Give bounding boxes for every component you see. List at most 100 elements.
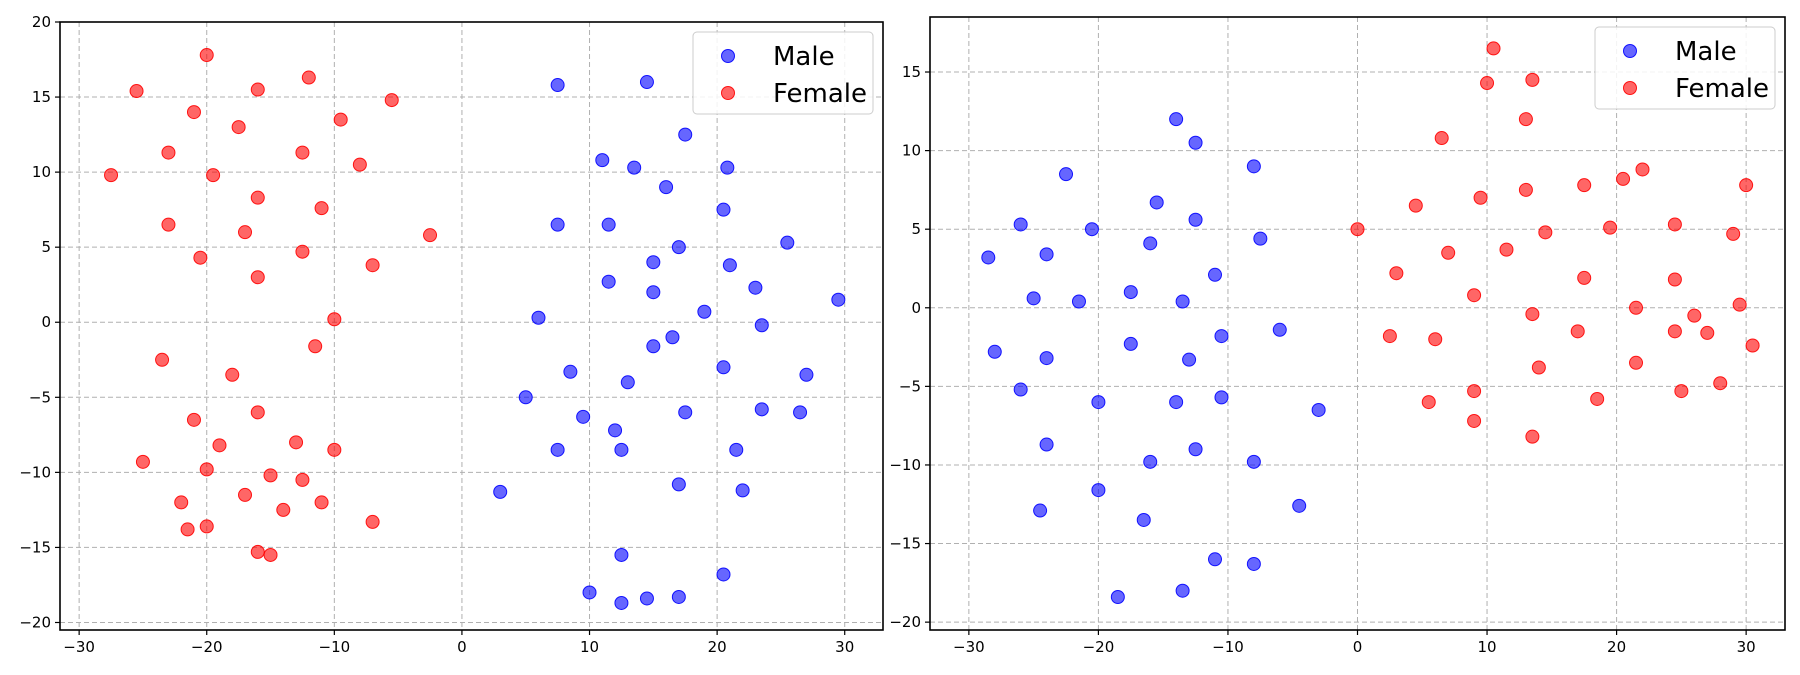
data-point (295, 244, 310, 259)
data-point (1739, 178, 1754, 193)
data-point (1175, 583, 1190, 598)
data-point (595, 153, 610, 168)
data-point (722, 258, 737, 273)
data-point (1389, 266, 1404, 281)
data-point (1292, 498, 1307, 513)
data-point (225, 367, 240, 382)
data-point (748, 280, 763, 295)
data-point (1091, 395, 1106, 410)
data-point (1577, 178, 1592, 193)
data-point (1726, 226, 1741, 241)
x-tick-label: 0 (1353, 638, 1363, 656)
data-point (104, 168, 119, 183)
data-point (620, 375, 635, 390)
data-point (1039, 437, 1054, 452)
x-tick-label: −20 (1083, 638, 1115, 656)
y-tick-label: 15 (32, 88, 51, 106)
data-point (1732, 297, 1747, 312)
data-point (289, 435, 304, 450)
data-point (601, 274, 616, 289)
data-point (799, 367, 814, 382)
data-point (1188, 212, 1203, 227)
data-point (1713, 376, 1728, 391)
data-point (1518, 182, 1533, 197)
data-point (1143, 454, 1158, 469)
x-tick-label: 20 (708, 638, 727, 656)
legend-label-male: Male (773, 42, 835, 72)
data-point (550, 442, 565, 457)
y-tick-label: 20 (32, 13, 51, 31)
data-point (1531, 360, 1546, 375)
data-point (1182, 352, 1197, 367)
legend-marker-female (1623, 81, 1637, 95)
y-tick-label: −5 (29, 388, 51, 406)
data-point (659, 180, 674, 195)
series-female (104, 48, 438, 562)
data-point (295, 472, 310, 487)
data-point (614, 442, 629, 457)
x-tick-label: −10 (1212, 638, 1244, 656)
data-point (1188, 135, 1203, 150)
data-point (1026, 291, 1041, 306)
data-point (754, 318, 769, 333)
data-point (1208, 552, 1222, 567)
data-point (365, 258, 380, 273)
data-point (614, 547, 629, 562)
data-point (1518, 112, 1533, 127)
legend-box (1594, 26, 1776, 110)
y-tick-label: −10 (19, 463, 51, 481)
x-tick-label: 0 (457, 638, 467, 656)
data-point (754, 402, 769, 417)
data-point (665, 330, 680, 345)
data-point (1091, 483, 1106, 498)
data-point (608, 423, 623, 438)
data-point (1687, 308, 1702, 323)
data-point (563, 364, 578, 379)
data-point (1013, 382, 1028, 397)
data-point (987, 344, 1002, 359)
data-point (550, 78, 565, 93)
y-tick-label: 10 (32, 163, 51, 181)
legend-marker-male (1623, 44, 1637, 58)
data-point (981, 250, 996, 265)
data-point (1013, 217, 1028, 232)
data-point (1214, 329, 1229, 344)
data-point (1421, 395, 1436, 410)
data-point (1143, 236, 1158, 251)
data-point (614, 595, 629, 610)
legend: Male Female (1594, 26, 1776, 110)
data-point (327, 442, 342, 457)
data-point (1311, 402, 1326, 417)
data-point (384, 93, 399, 108)
data-point (301, 70, 316, 85)
data-point (531, 310, 546, 325)
data-point (180, 522, 195, 537)
data-point (276, 502, 291, 517)
data-point (1590, 391, 1605, 406)
data-point (1149, 195, 1164, 210)
data-point (1603, 220, 1618, 235)
data-point (212, 438, 227, 453)
y-tick-label: 10 (902, 142, 921, 160)
data-point (193, 250, 208, 265)
data-point (678, 127, 693, 142)
data-point (550, 217, 565, 232)
data-point (1616, 171, 1631, 186)
scatter-plot-1: −30 −20 −10 0 10 20 30 −20 −15 −10 −5 0 5 10 15 20 Male F… (19, 13, 884, 656)
data-point (1570, 324, 1585, 339)
data-point (1629, 300, 1644, 315)
data-point (639, 75, 654, 90)
data-point (1110, 589, 1125, 604)
legend-marker-female (721, 86, 735, 100)
data-point (1123, 285, 1138, 300)
data-point (1700, 325, 1715, 340)
data-point (1467, 384, 1482, 399)
data-point (155, 352, 170, 367)
y-tick-label: −20 (19, 613, 51, 631)
data-point (186, 412, 201, 427)
data-point (1408, 198, 1423, 213)
y-tick-label: 5 (41, 238, 51, 256)
series-male (493, 75, 846, 610)
data-point (295, 145, 310, 160)
y-tick-label: 0 (911, 299, 921, 317)
